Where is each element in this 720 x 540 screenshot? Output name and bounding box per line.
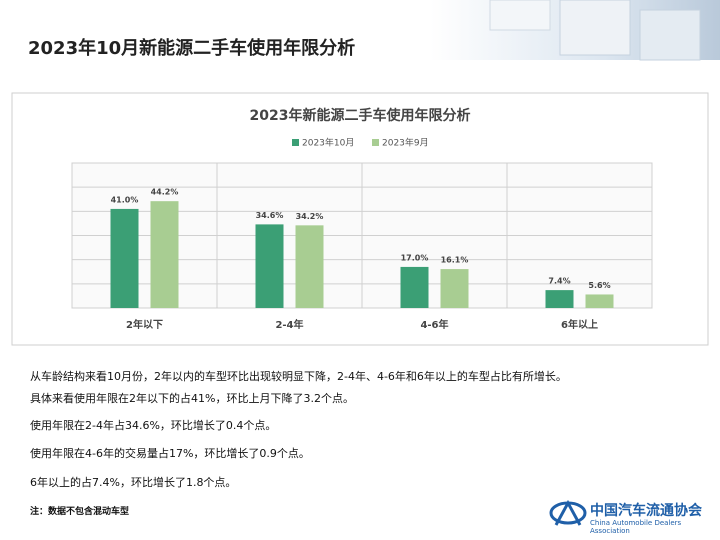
- legend-swatch: [372, 139, 379, 146]
- bar: [440, 269, 469, 308]
- bar: [110, 208, 139, 308]
- chart: 2023年新能源二手车使用年限分析 2023年10月 2023年9月 2年以下 41.…: [11, 92, 709, 346]
- data-label: 44.2%: [151, 188, 179, 197]
- x-tick-label: 2-4年: [275, 318, 303, 331]
- logo-name: 中国汽车流通协会: [590, 503, 702, 519]
- paragraph: 6年以上的占7.4%，环比增长了1.8个点。: [30, 476, 237, 489]
- bar: [585, 294, 614, 308]
- bar: [295, 225, 324, 308]
- legend-label: 2023年9月: [382, 137, 429, 149]
- data-label: 5.6%: [588, 281, 610, 290]
- paragraph: 具体来看使用年限在2年以下的占41%，环比上月下降了3.2个点。: [30, 392, 354, 405]
- data-label: 41.0%: [111, 195, 139, 204]
- logo-icon: [549, 499, 587, 526]
- bar: [255, 224, 284, 308]
- paragraph: 从车龄结构来看10月份，2年以内的车型环比出现较明显下降，2-4年、4-6年和6…: [30, 370, 567, 383]
- logo-name-en: China Automobile Dealers Association: [590, 519, 682, 535]
- data-label: 16.1%: [441, 256, 469, 265]
- data-label: 34.2%: [296, 212, 324, 221]
- legend-swatch: [292, 139, 299, 146]
- legend-label: 2023年10月: [302, 137, 354, 149]
- data-label: 7.4%: [548, 277, 570, 286]
- data-label: 34.6%: [256, 211, 284, 220]
- bar: [545, 290, 574, 308]
- paragraph: 使用年限在4-6年的交易量占17%，环比增长了0.9个点。: [30, 447, 310, 460]
- header-decoration: [430, 0, 720, 61]
- slide-title: 2023年10月新能源二手车使用年限分析: [28, 38, 356, 59]
- bar: [150, 201, 179, 308]
- x-tick-label: 4-6年: [420, 318, 448, 331]
- data-label: 17.0%: [401, 253, 429, 262]
- x-tick-label: 2年以下: [126, 318, 163, 331]
- x-tick-label: 6年以上: [561, 318, 598, 331]
- paragraph: 使用年限在2-4年占34.6%，环比增长了0.4个点。: [30, 419, 277, 432]
- note: 注：数据不包含混动车型: [30, 507, 130, 517]
- chart-title: 2023年新能源二手车使用年限分析: [250, 107, 471, 124]
- bar: [400, 266, 429, 308]
